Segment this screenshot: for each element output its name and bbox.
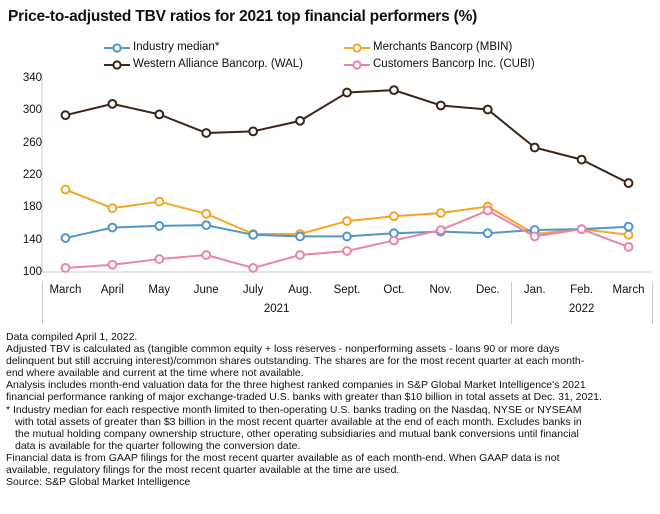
y-axis-tick-label: 300 xyxy=(22,104,42,117)
x-axis: March April May June July Aug. Sept. Oct. Nov. De… xyxy=(0,282,660,330)
legend-item[interactable]: Industry median* xyxy=(104,42,219,54)
footnote-line: available, regulatory filings for the mo… xyxy=(6,464,400,477)
x-axis-tick-label: May xyxy=(148,284,171,296)
y-axis: 100 140 180 220 260 300 340 xyxy=(4,70,42,285)
legend-item[interactable]: Western Alliance Bancorp. (WAL) xyxy=(104,59,303,71)
x-axis-tick-label: July xyxy=(242,284,264,296)
y-axis-tick-label: 260 xyxy=(22,136,42,149)
plot-area: 100 140 180 220 260 300 340 xyxy=(0,70,660,285)
series-line xyxy=(60,205,634,273)
footnote-line: with total assets of greater than $3 bil… xyxy=(15,415,582,428)
series-line xyxy=(60,220,634,243)
footnote-line: delinquent but still accruing interest)/… xyxy=(6,355,585,368)
footnotes: Data compiled April 1, 2022. Adjusted TBV… xyxy=(6,331,658,488)
x-axis-tick-label: Sept. xyxy=(333,284,361,296)
legend-item-label: Merchants Bancorp (MBIN) xyxy=(373,41,513,54)
x-axis-tick-label: Oct. xyxy=(383,284,405,296)
chart-legend: Industry median* Merchants Bancorp (MBIN)… xyxy=(104,42,644,74)
x-axis-group-divider xyxy=(652,282,653,324)
x-axis-tick-label: March xyxy=(612,284,645,296)
x-axis-tick-label: Nov. xyxy=(429,284,453,296)
page-title: Price-to-adjusted TBV ratios for 2021 to… xyxy=(8,8,478,25)
x-axis-tick-label: Aug. xyxy=(288,284,312,296)
x-axis-tick-label: April xyxy=(100,284,124,296)
footnote-line: financial performance ranking of major e… xyxy=(6,391,602,404)
x-axis-tick-label: March xyxy=(49,284,82,296)
legend-item[interactable]: Customers Bancorp Inc. (CUBI) xyxy=(344,59,535,71)
x-axis-tick-label: Feb. xyxy=(570,284,594,296)
footnote-line: Analysis includes month-end valuation da… xyxy=(6,379,586,392)
legend-item-label: Customers Bancorp Inc. (CUBI) xyxy=(373,58,535,71)
y-axis-tick-label: 100 xyxy=(22,266,42,278)
y-axis-tick-label: 340 xyxy=(22,72,42,84)
footnote-line: * Industry median for each respective mo… xyxy=(6,403,582,416)
footnote-line: Source: S&P Global Market Intelligence xyxy=(6,476,191,489)
legend-marker-icon xyxy=(104,59,130,71)
y-axis-tick-label: 180 xyxy=(22,201,42,214)
chart-canvas xyxy=(41,74,652,273)
footnote-line: Adjusted TBV is calculated as (tangible … xyxy=(6,343,560,356)
legend-item[interactable]: Merchants Bancorp (MBIN) xyxy=(344,42,512,54)
y-axis-tick-label: 220 xyxy=(22,169,42,181)
legend-marker-icon xyxy=(104,42,130,54)
footnote-line: data is available for the quarter follow… xyxy=(15,439,301,452)
legend-item-label: Industry median* xyxy=(133,41,220,54)
footnote-line: Financial data is from GAAP filings for … xyxy=(6,451,560,464)
legend-marker-icon xyxy=(344,42,370,54)
x-axis-group-divider xyxy=(511,282,513,324)
x-axis-tick-label: June xyxy=(193,284,219,296)
x-axis-group-divider xyxy=(42,282,43,324)
x-axis-tick-label: Jan. xyxy=(523,284,546,296)
legend-marker-icon xyxy=(344,59,370,71)
legend-item-label: Western Alliance Bancorp. (WAL) xyxy=(133,58,304,71)
footnote-line: Data compiled April 1, 2022. xyxy=(6,331,138,343)
footnote-line: the mutual holding company ownership str… xyxy=(15,427,579,440)
footnote-line: end where available and current at the t… xyxy=(6,367,304,380)
y-axis-tick-label: 140 xyxy=(22,233,42,246)
x-axis-group-label: 2022 xyxy=(568,303,595,315)
x-axis-group-label: 2021 xyxy=(263,303,290,315)
series-line xyxy=(60,85,634,188)
x-axis-tick-label: Dec. xyxy=(475,284,500,296)
